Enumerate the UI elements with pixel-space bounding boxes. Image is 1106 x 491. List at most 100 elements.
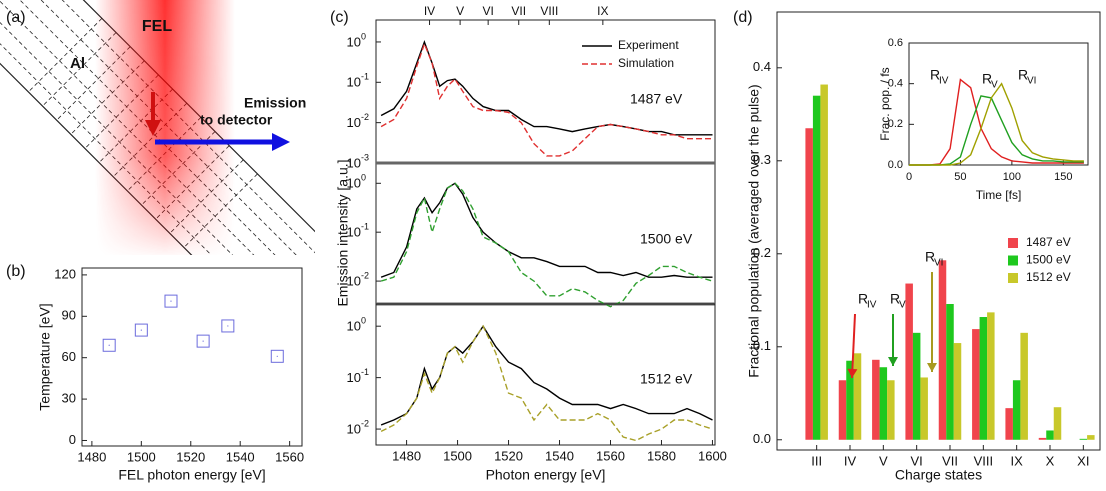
annotation: R: [930, 67, 940, 83]
bar: [1012, 380, 1021, 440]
scatter-dot: [140, 329, 142, 331]
bar: [1087, 435, 1095, 440]
y-tick-label: 0: [69, 432, 76, 447]
y-tick-exponent: -2: [361, 270, 369, 280]
y-tick-label: 0.2: [753, 245, 771, 260]
x-axis-label: Photon energy [eV]: [486, 467, 606, 483]
y-tick-label: 0.0: [888, 159, 903, 171]
legend-swatch: [1008, 255, 1018, 266]
bar: [920, 377, 928, 440]
y-tick-exponent: -1: [361, 222, 369, 232]
y-tick-exponent: 0: [361, 31, 366, 41]
y-tick-label: 0.0: [753, 431, 771, 446]
y-tick-label: 10: [347, 225, 361, 240]
scatter-point: [134, 323, 148, 337]
emission-label: Emission: [244, 95, 306, 111]
panel-label: (c): [330, 9, 349, 26]
bar: [946, 304, 954, 440]
bar: [972, 329, 980, 440]
scatter-dot: [170, 300, 172, 302]
annotation: 1500 eV: [640, 231, 693, 247]
x-tick-label: 1480: [77, 449, 106, 464]
scatter-point: [270, 349, 284, 363]
series-line: [909, 82, 1084, 166]
x-tick-label: 100: [1003, 171, 1021, 183]
bar: [853, 353, 862, 440]
x-tick-label: XI: [1077, 453, 1089, 468]
panel-label: (a): [6, 9, 26, 26]
x-tick-label: 1580: [647, 448, 676, 463]
x-tick-label: 1500: [127, 449, 156, 464]
annotation-arrow-head: [927, 363, 937, 372]
y-tick-label: 10: [347, 176, 361, 191]
x-axis-label: FEL photon energy [eV]: [118, 467, 265, 483]
annotation: R: [858, 291, 868, 307]
bar: [1005, 408, 1013, 440]
x-tick-label: VI: [911, 453, 923, 468]
x-axis-label: Charge states: [895, 467, 982, 483]
top-tick-label: V: [456, 4, 464, 18]
x-tick-label: III: [811, 453, 822, 468]
bar: [887, 380, 895, 440]
material-label: Al: [70, 55, 85, 72]
annotation: 1512 eV: [640, 371, 693, 387]
annotation-arrow-head: [847, 368, 858, 378]
legend-label: 1487 eV: [1026, 235, 1071, 249]
bar: [846, 360, 854, 440]
annotation-sub: IV: [939, 76, 949, 87]
scatter-dot: [276, 355, 278, 357]
legend-label: Experiment: [618, 38, 679, 52]
series-line: [380, 182, 713, 278]
scatter-point: [221, 319, 235, 333]
bar: [938, 260, 947, 440]
top-tick-label: VII: [511, 4, 526, 18]
x-tick-label: 150: [1054, 171, 1072, 183]
emission-arrow-head: [272, 133, 290, 151]
y-axis-label: Frac. pop. / fs: [878, 67, 892, 140]
top-tick-label: IV: [424, 4, 435, 18]
y-axis-label: Emission intensity [a.u.]: [335, 159, 351, 306]
plot-frame: [776, 11, 1101, 451]
fel-beam: [95, 0, 235, 255]
y-axis-label: Temperature [eV]: [37, 303, 53, 410]
bar: [812, 95, 821, 440]
x-tick-label: V: [879, 453, 888, 468]
y-tick-label: 10: [347, 34, 361, 49]
annotation-sub: VI: [1027, 76, 1036, 87]
scatter-dot: [227, 325, 229, 327]
y-tick-label: 0.6: [888, 37, 903, 49]
plot-frame: [375, 303, 716, 446]
y-tick-label: 10: [347, 155, 361, 170]
y-tick-label: 0.4: [888, 78, 903, 90]
diagram: FEL Al Emission to detector: [0, 0, 315, 255]
bar: [953, 343, 962, 440]
scatter-point: [196, 334, 210, 348]
y-tick-label: 10: [347, 370, 361, 385]
y-tick-exponent: -3: [361, 152, 369, 162]
scatter-point: [102, 338, 116, 352]
series-line: [380, 182, 713, 308]
y-axis-label: Fractional population (averaged over the…: [746, 84, 762, 377]
bar: [805, 128, 813, 440]
annotation-sub: V: [899, 300, 906, 311]
bar: [1046, 430, 1054, 440]
bar: [838, 380, 847, 440]
series-line: [380, 324, 713, 426]
y-tick-label: 0.1: [753, 338, 771, 353]
series-line: [909, 78, 1084, 166]
x-tick-label: IV: [844, 453, 857, 468]
legend-label: Simulation: [618, 56, 674, 70]
scatter-point: [164, 294, 178, 308]
top-tick-label: IX: [597, 4, 608, 18]
x-tick-label: 1540: [226, 449, 255, 464]
legend-label: 1500 eV: [1026, 253, 1071, 267]
annotation: R: [890, 291, 900, 307]
scatter-dot: [108, 344, 110, 346]
y-tick-label: 0.3: [753, 152, 771, 167]
bar: [987, 312, 995, 440]
fel-arrow-head: [145, 120, 161, 136]
x-tick-label: 1520: [494, 448, 523, 463]
series-line: [380, 41, 713, 157]
y-tick-label: 10: [347, 115, 361, 130]
